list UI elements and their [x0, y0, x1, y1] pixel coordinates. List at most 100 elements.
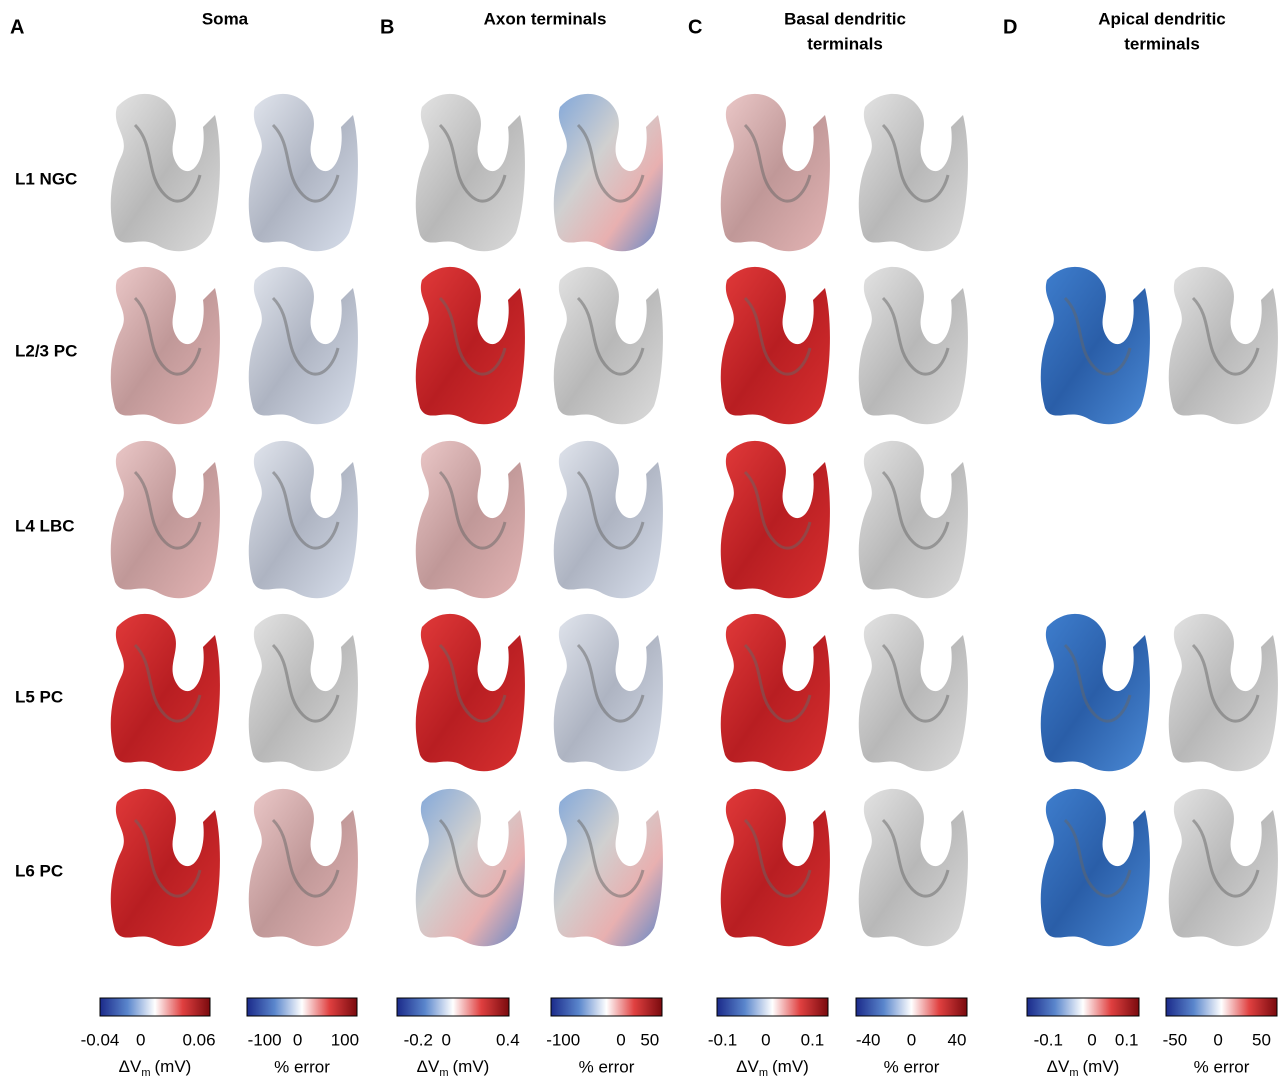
- cortex-surface: [554, 789, 663, 946]
- label-symbol: ΔV: [736, 1057, 759, 1076]
- morphology-map: [111, 94, 220, 251]
- colorbar-tick-label: -0.04: [81, 1030, 120, 1049]
- morphology-map: [721, 614, 830, 771]
- colorbar-tick-label: 0: [616, 1030, 625, 1049]
- row-label: L6 PC: [15, 861, 63, 880]
- colorbar: [100, 998, 210, 1016]
- cortex-surface: [1041, 614, 1150, 771]
- cortex-surface: [859, 614, 968, 771]
- label-symbol: ΔV: [1047, 1057, 1070, 1076]
- morphology-map: [1041, 267, 1150, 424]
- panel-letter: A: [10, 16, 24, 38]
- colorbar-tick-label: 0.1: [801, 1030, 825, 1049]
- cortex-surface: [859, 94, 968, 251]
- colorbar-tick-label: 0: [293, 1030, 302, 1049]
- cortex-surface: [111, 441, 220, 598]
- cortex-surface: [416, 614, 525, 771]
- morphology-map: [416, 614, 525, 771]
- colorbar-label: % error: [274, 1057, 330, 1076]
- morphology-map: [721, 267, 830, 424]
- morphology-map: [1169, 267, 1278, 424]
- colorbar-tick-label: -40: [856, 1030, 881, 1049]
- colorbar-label: % error: [884, 1057, 940, 1076]
- cortex-surface: [554, 267, 663, 424]
- morphology-map: [249, 789, 358, 946]
- morphology-map: [416, 94, 525, 251]
- cortex-surface: [859, 789, 968, 946]
- morphology-map: [554, 267, 663, 424]
- morphology-map: [859, 441, 968, 598]
- label-symbol: ΔV: [417, 1057, 440, 1076]
- cortex-surface: [554, 614, 663, 771]
- morphology-map: [111, 441, 220, 598]
- morphology-map: [111, 789, 220, 946]
- colorbar-label: ΔVm (mV): [736, 1057, 809, 1078]
- cortex-surface: [416, 441, 525, 598]
- cortex-surface: [416, 94, 525, 251]
- cortex-surface: [249, 267, 358, 424]
- label-unit: (mV): [772, 1057, 809, 1076]
- colorbar-tick-label: 0.06: [182, 1030, 215, 1049]
- colorbar-tick-label: -50: [1163, 1030, 1188, 1049]
- colorbar-label: % error: [579, 1057, 635, 1076]
- morphology-map: [249, 441, 358, 598]
- morphology-map: [554, 789, 663, 946]
- colorbar: [1166, 998, 1277, 1016]
- morphology-map: [554, 94, 663, 251]
- row-label: L2/3 PC: [15, 341, 77, 360]
- cortex-surface: [1041, 267, 1150, 424]
- panel-title: Apical dendritic: [1098, 9, 1226, 28]
- label-subscript: m: [759, 1067, 768, 1079]
- colorbar-tick-label: -0.1: [1034, 1030, 1063, 1049]
- label-unit: (mV): [453, 1057, 490, 1076]
- colorbar-tick-label: -100: [248, 1030, 282, 1049]
- cortex-surface: [111, 614, 220, 771]
- colorbar-label: ΔVm(mV): [119, 1057, 192, 1078]
- cortex-surface: [1169, 614, 1278, 771]
- panel-title: Axon terminals: [484, 9, 607, 28]
- cortex-surface: [249, 789, 358, 946]
- cortex-surface: [721, 441, 830, 598]
- panel-title: Soma: [202, 9, 249, 28]
- cortex-surface: [249, 614, 358, 771]
- cortex-surface: [721, 789, 830, 946]
- morphology-map: [859, 94, 968, 251]
- colorbar-tick-label: 0: [761, 1030, 770, 1049]
- morphology-map: [859, 267, 968, 424]
- panel-letter: C: [688, 16, 702, 38]
- figure: L1 NGCL2/3 PCL4 LBCL5 PCL6 PCASoma-0.040…: [0, 0, 1286, 1080]
- colorbar-tick-label: 0: [136, 1030, 145, 1049]
- cortex-surface: [1169, 789, 1278, 946]
- colorbar-tick-label: 50: [1252, 1030, 1271, 1049]
- morphology-map: [859, 789, 968, 946]
- morphology-map: [554, 614, 663, 771]
- row-label: L1 NGC: [15, 169, 77, 188]
- cortex-surface: [416, 789, 525, 946]
- label-subscript: m: [439, 1067, 448, 1079]
- morphology-map: [554, 441, 663, 598]
- morphology-map: [416, 441, 525, 598]
- morphology-map: [1169, 789, 1278, 946]
- morphology-map: [1041, 614, 1150, 771]
- cortex-surface: [249, 441, 358, 598]
- morphology-map: [111, 614, 220, 771]
- label-unit: (mV): [1083, 1057, 1120, 1076]
- colorbar-tick-label: -0.1: [708, 1030, 737, 1049]
- cortex-surface: [111, 789, 220, 946]
- colorbar-tick-label: 100: [331, 1030, 359, 1049]
- colorbar: [551, 998, 662, 1016]
- morphology-map: [249, 267, 358, 424]
- cortex-surface: [721, 614, 830, 771]
- colorbar-tick-label: 0.1: [1115, 1030, 1139, 1049]
- morphology-map: [416, 267, 525, 424]
- morphology-map: [1041, 789, 1150, 946]
- cortex-surface: [721, 267, 830, 424]
- colorbar-label: % error: [1194, 1057, 1250, 1076]
- colorbar: [856, 998, 967, 1016]
- cortex-surface: [859, 441, 968, 598]
- cortex-surface: [554, 441, 663, 598]
- colorbar-tick-label: 0: [907, 1030, 916, 1049]
- cortex-surface: [554, 94, 663, 251]
- cortex-surface: [1041, 789, 1150, 946]
- label-unit: (mV): [155, 1057, 192, 1076]
